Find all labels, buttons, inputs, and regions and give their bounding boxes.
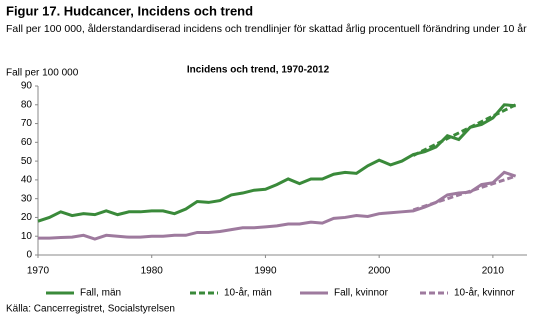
y-tick-label: 0 (26, 250, 32, 261)
y-tick-label: 60 (21, 137, 33, 148)
y-tick-label: 90 (21, 81, 33, 92)
x-tick-label: 2010 (482, 266, 505, 277)
legend-label: 10-år, kvinnor (454, 287, 515, 299)
source: Källa: Cancerregistret, Socialstyrelsen (6, 304, 175, 315)
x-tick-label: 1990 (254, 266, 277, 277)
y-tick-label: 40 (21, 175, 33, 186)
y-tick-label: 30 (21, 193, 33, 204)
series-line (412, 103, 517, 157)
subtitle-box: Fall per 100 000, ålderstandardiserad in… (6, 23, 527, 35)
legend-label: Fall, kvinnor (334, 288, 389, 299)
legend-label: Fall, män (80, 288, 121, 299)
legend-label: 10-år, män (224, 287, 272, 299)
figure-title: Figur 17. Hudcancer, Incidens och trend (6, 3, 253, 18)
chart-title: Incidens och trend, 1970-2012 (187, 65, 330, 76)
y-tick-label: 20 (21, 212, 33, 223)
x-tick-label: 1980 (141, 266, 164, 277)
series-line (37, 103, 516, 223)
y-tick-label: 70 (21, 118, 33, 129)
y-tick-label: 10 (21, 231, 33, 242)
x-tick-label: 2000 (368, 266, 391, 277)
y-tick-label: 80 (21, 99, 33, 110)
series-line (38, 170, 517, 241)
subtitle: Fall per 100 000, ålderstandardiserad in… (6, 23, 527, 35)
y-tick-label: 50 (21, 156, 33, 167)
y-axis-label: Fall per 100 000 (6, 68, 79, 79)
x-tick-label: 1970 (27, 266, 50, 277)
